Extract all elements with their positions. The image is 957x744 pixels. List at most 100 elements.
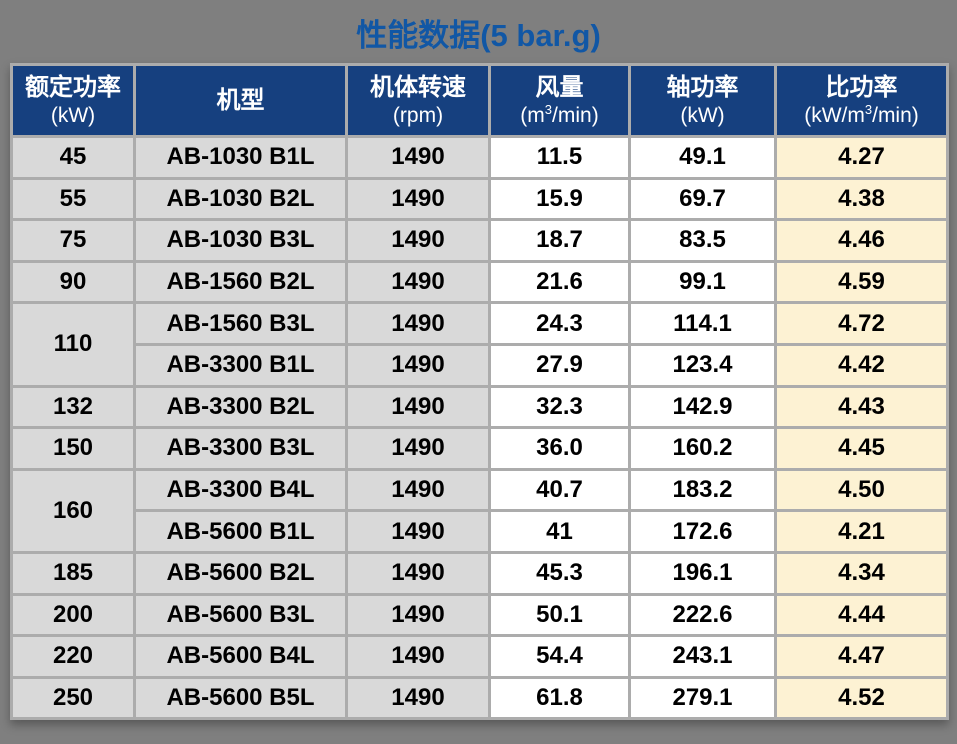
cell-shaft-power: 183.2 [628,467,777,513]
cell-air-flow: 24.3 [488,301,631,346]
cell-air-flow: 54.4 [488,634,631,679]
cell-specific-power: 4.52 [774,675,949,721]
header-label: 比功率 [825,73,898,101]
unit-text: (m [520,103,545,127]
cell-speed: 1490 [345,426,491,471]
cell-speed: 1490 [345,592,491,638]
cell-shaft-power: 196.1 [628,550,777,596]
cell-rated-power: 45 [10,135,136,180]
cell-model: AB-5600 B4L [133,634,348,679]
header-model: 机型 [133,63,348,138]
cell-air-flow: 18.7 [488,218,631,263]
cell-specific-power: 4.72 [774,301,949,346]
header-speed: 机体转速 (rpm) [345,63,491,138]
cell-specific-power: 4.43 [774,384,949,430]
cell-speed: 1490 [345,176,491,222]
table-row: 185 AB-5600 B2L 1490 45.3 196.1 4.34 [10,550,949,596]
cell-specific-power: 4.50 [774,467,949,513]
table-row: 45 AB-1030 B1L 1490 11.5 49.1 4.27 [10,135,949,180]
cell-rated-power: 185 [10,550,136,596]
superscript-3: 3 [864,101,873,117]
table-row: 90 AB-1560 B2L 1490 21.6 99.1 4.59 [10,259,949,305]
table-row: 200 AB-5600 B3L 1490 50.1 222.6 4.44 [10,592,949,638]
cell-specific-power: 4.27 [774,135,949,180]
cell-air-flow: 27.9 [488,342,631,388]
cell-air-flow: 32.3 [488,384,631,430]
cell-shaft-power: 172.6 [628,509,777,554]
header-label: 机型 [216,86,265,114]
cell-air-flow: 15.9 [488,176,631,222]
table-row: 75 AB-1030 B3L 1490 18.7 83.5 4.46 [10,218,949,263]
cell-rated-power: 220 [10,634,136,679]
table-row: AB-5600 B1L 1490 41 172.6 4.21 [12,509,949,554]
cell-air-flow: 45.3 [488,550,631,596]
table-body: 45 AB-1030 B1L 1490 11.5 49.1 4.27 55 AB-1030 B… [10,135,949,721]
cell-speed: 1490 [345,259,491,305]
cell-speed: 1490 [345,342,491,388]
cell-air-flow: 11.5 [488,135,631,180]
cell-model: AB-3300 B4L [133,467,348,513]
cell-model: AB-1030 B3L [133,218,348,263]
cell-shaft-power: 142.9 [628,384,777,430]
cell-air-flow: 61.8 [488,675,631,721]
cell-rated-power: 250 [10,675,136,721]
cell-model: AB-3300 B2L [133,384,348,430]
table-row: 220 AB-5600 B4L 1490 54.4 243.1 4.47 [10,634,949,679]
cell-shaft-power: 69.7 [628,176,777,222]
cell-model: AB-1030 B2L [133,176,348,222]
cell-air-flow: 41 [488,509,631,554]
cell-model: AB-3300 B1L [133,342,348,388]
cell-shaft-power: 160.2 [628,426,777,471]
cell-model: AB-5600 B1L [133,509,348,554]
cell-shaft-power: 114.1 [628,301,777,346]
cell-rated-power: 90 [10,259,136,305]
cell-speed: 1490 [345,301,491,346]
cell-specific-power: 4.46 [774,218,949,263]
cell-model: AB-1560 B2L [133,259,348,305]
cell-speed: 1490 [345,384,491,430]
table-row: AB-3300 B1L 1490 27.9 123.4 4.42 [12,342,949,388]
header-label: 额定功率 [25,73,121,101]
cell-speed: 1490 [345,509,491,554]
header-label: 轴功率 [666,73,739,101]
cell-model: AB-3300 B3L [133,426,348,471]
cell-speed: 1490 [345,675,491,721]
cell-specific-power: 4.42 [774,342,949,388]
table-row: 55 AB-1030 B2L 1490 15.9 69.7 4.38 [10,176,949,222]
cell-specific-power: 4.44 [774,592,949,638]
cell-rated-power: 75 [10,218,136,263]
table-row: 150 AB-3300 B3L 1490 36.0 160.2 4.45 [10,426,949,471]
cell-specific-power: 4.47 [774,634,949,679]
cell-shaft-power: 83.5 [628,218,777,263]
cell-shaft-power: 99.1 [628,259,777,305]
unit-text: /min) [552,103,599,127]
cell-rated-power: 200 [10,592,136,638]
cell-model: AB-5600 B5L [133,675,348,721]
cell-air-flow: 21.6 [488,259,631,305]
cell-specific-power: 4.45 [774,426,949,471]
cell-shaft-power: 222.6 [628,592,777,638]
header-label: 机体转速 [370,73,466,101]
cell-rated-power: 150 [10,426,136,471]
unit-text: /min) [872,103,919,127]
cell-model: AB-1560 B3L [133,301,348,346]
header-shaft-power: 轴功率 (kW) [628,63,777,138]
header-air-flow: 风量 (m3/min) [488,63,631,138]
cell-air-flow: 50.1 [488,592,631,638]
page-title: 性能数据(5 bar.g) [356,18,601,53]
cell-rated-power: 132 [10,384,136,430]
cell-shaft-power: 279.1 [628,675,777,721]
header-unit: (kW) [50,103,96,127]
cell-speed: 1490 [345,218,491,263]
cell-specific-power: 4.34 [774,550,949,596]
cell-model: AB-5600 B3L [133,592,348,638]
header-row: 额定功率 (kW) 机型 机体转速 (rpm) 风量 (m3/min) 轴功率 … [10,63,949,138]
cell-specific-power: 4.21 [774,509,949,554]
header-label: 风量 [535,73,584,101]
cell-specific-power: 4.38 [774,176,949,222]
table-row: 160 AB-3300 B4L 1490 40.7 183.2 4.50 [10,467,949,554]
cell-speed: 1490 [345,550,491,596]
cell-speed: 1490 [345,467,491,513]
cell-rated-power: 55 [10,176,136,222]
